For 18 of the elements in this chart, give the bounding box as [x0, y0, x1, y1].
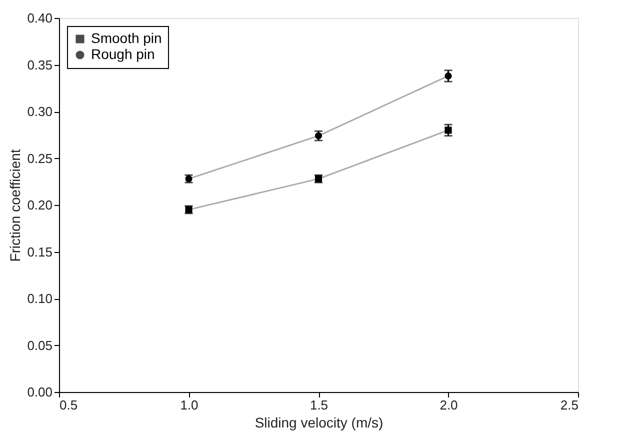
y-axis-title: Friction coefficient: [7, 149, 24, 262]
y-tick-label: 0.35: [27, 57, 52, 72]
y-tick-label: 0.25: [27, 150, 52, 166]
y-tick-label: 0.10: [27, 291, 52, 306]
y-tick-label: 0.05: [27, 338, 52, 353]
x-tick-label: 1.0: [180, 398, 198, 412]
legend-label: Smooth pin: [91, 30, 162, 46]
y-tick-label: 0.30: [27, 104, 52, 119]
x-tick-label: 0.5: [60, 398, 78, 412]
x-tick-label: 2.0: [440, 398, 458, 412]
x-axis-title: Sliding velocity (m/s): [254, 414, 384, 430]
legend-label: Rough pin: [91, 46, 155, 62]
y-tick-label: 0.00: [27, 384, 52, 400]
y-tick-label: 0.20: [27, 198, 52, 212]
x-tick-label: 2.5: [560, 398, 578, 412]
y-tick-label: 0.40: [27, 10, 52, 26]
x-tick-label: 1.5: [310, 398, 328, 412]
y-tick-label: 0.15: [27, 244, 52, 260]
